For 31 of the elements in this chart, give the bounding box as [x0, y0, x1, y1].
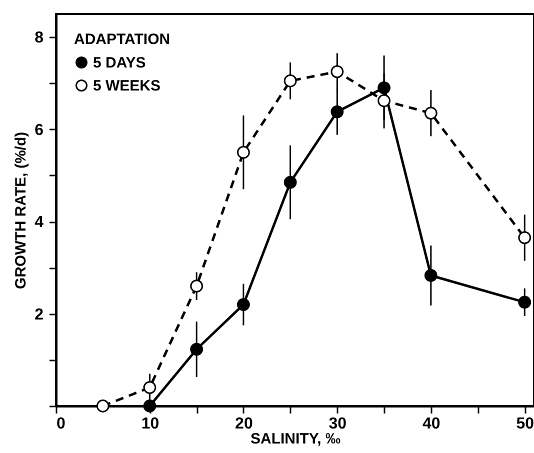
point — [518, 296, 532, 309]
x-tick-label: 10 — [141, 416, 160, 432]
x-axis-title: SALINITY, ‰ — [250, 430, 341, 448]
legend-label: 5 WEEKS — [93, 78, 161, 94]
x-tick-label: 30 — [328, 416, 347, 432]
point — [96, 400, 110, 412]
x-tick-label: 0 — [56, 416, 66, 432]
point — [518, 231, 532, 244]
x-tick-label: 40 — [422, 416, 440, 432]
legend-title: ADAPTATION — [74, 31, 170, 48]
y-tick-label: 6 — [34, 122, 44, 139]
y-tick-label: 8 — [34, 30, 44, 47]
y-axis-title: GROWTH RATE, (%/d) — [12, 132, 30, 290]
y-tick-label: 2 — [34, 306, 44, 324]
point — [424, 269, 438, 282]
y-tick-label: 4 — [34, 214, 44, 232]
legend-label: 5 DAYS — [93, 54, 146, 72]
x-tick-label: 50 — [516, 416, 534, 432]
point — [284, 74, 297, 88]
point — [284, 176, 297, 189]
point — [424, 106, 438, 120]
point — [143, 381, 156, 394]
point — [330, 65, 344, 78]
point — [378, 94, 390, 108]
point — [378, 81, 390, 94]
point — [330, 105, 344, 118]
point — [237, 146, 250, 159]
point — [237, 298, 250, 311]
point — [190, 342, 204, 356]
point — [190, 280, 204, 293]
x-tick-label: 20 — [235, 416, 253, 432]
